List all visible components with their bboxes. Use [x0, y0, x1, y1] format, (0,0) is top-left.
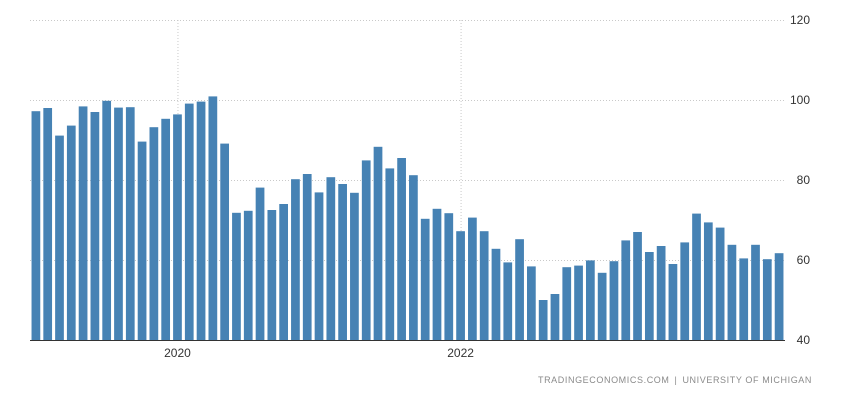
bar [762, 259, 772, 340]
bar [751, 244, 760, 340]
source-provider: UNIVERSITY OF MICHIGAN [682, 375, 812, 385]
bar [527, 266, 536, 340]
source-site: TRADINGECONOMICS.COM [537, 375, 670, 385]
bar [727, 244, 737, 340]
bar [479, 231, 489, 340]
bar [279, 204, 288, 340]
bar [715, 227, 725, 340]
bar [302, 174, 312, 340]
y-axis-ticks: 40 60 80 100 120 [790, 13, 810, 347]
bar [173, 114, 182, 341]
bar [491, 248, 501, 340]
x-axis-ticks: 2020 2022 [164, 346, 474, 360]
bar [232, 212, 241, 340]
bar [208, 96, 218, 341]
bar [338, 184, 347, 340]
bar [432, 208, 442, 340]
bar [585, 260, 595, 340]
bar [220, 143, 230, 340]
bar [692, 213, 701, 340]
bar [668, 264, 678, 340]
bar [43, 108, 53, 340]
bar [149, 127, 159, 340]
bar [633, 232, 642, 340]
bar [397, 158, 406, 340]
y-tick-label: 120 [790, 13, 810, 27]
bar [161, 118, 171, 340]
bar [656, 246, 666, 340]
bar [550, 294, 560, 340]
x-tick-label: 2022 [447, 346, 474, 360]
bar [314, 192, 324, 340]
y-tick-label: 100 [790, 93, 810, 107]
bar [78, 106, 88, 341]
bar [503, 262, 513, 340]
bar [739, 258, 749, 340]
bar [137, 141, 147, 340]
bar [350, 192, 359, 340]
source-separator: | [674, 375, 678, 385]
bar-series [31, 96, 784, 341]
x-tick-label: 2020 [164, 346, 191, 360]
bar [291, 179, 300, 340]
bar [703, 222, 713, 340]
bar [102, 100, 112, 340]
bar [562, 267, 572, 340]
bar [31, 111, 41, 340]
bar [515, 239, 524, 340]
bar [774, 253, 784, 340]
y-tick-label: 40 [797, 333, 811, 347]
bar [373, 146, 383, 340]
bar [621, 240, 631, 340]
y-tick-label: 60 [797, 253, 811, 267]
bar [456, 231, 465, 340]
bar [361, 160, 371, 340]
bar [267, 210, 277, 340]
bar [114, 107, 123, 340]
bar [409, 175, 418, 340]
bar [468, 217, 477, 340]
y-tick-label: 80 [797, 173, 811, 187]
bar [644, 252, 654, 340]
bar [196, 101, 206, 340]
bar [184, 103, 194, 340]
bar [538, 300, 548, 340]
bar [255, 187, 265, 340]
bar [680, 242, 690, 340]
bar [243, 210, 253, 340]
bar [125, 107, 135, 340]
bar [55, 135, 64, 340]
bar [609, 261, 619, 340]
bar [444, 213, 454, 340]
bar [574, 265, 583, 340]
bar [420, 218, 430, 340]
bar [66, 125, 76, 340]
bar [385, 168, 395, 340]
bar [597, 272, 607, 340]
bar [90, 112, 100, 340]
bar [326, 177, 336, 340]
source-attribution: TRADINGECONOMICS.COM | UNIVERSITY OF MICHI… [538, 375, 812, 385]
